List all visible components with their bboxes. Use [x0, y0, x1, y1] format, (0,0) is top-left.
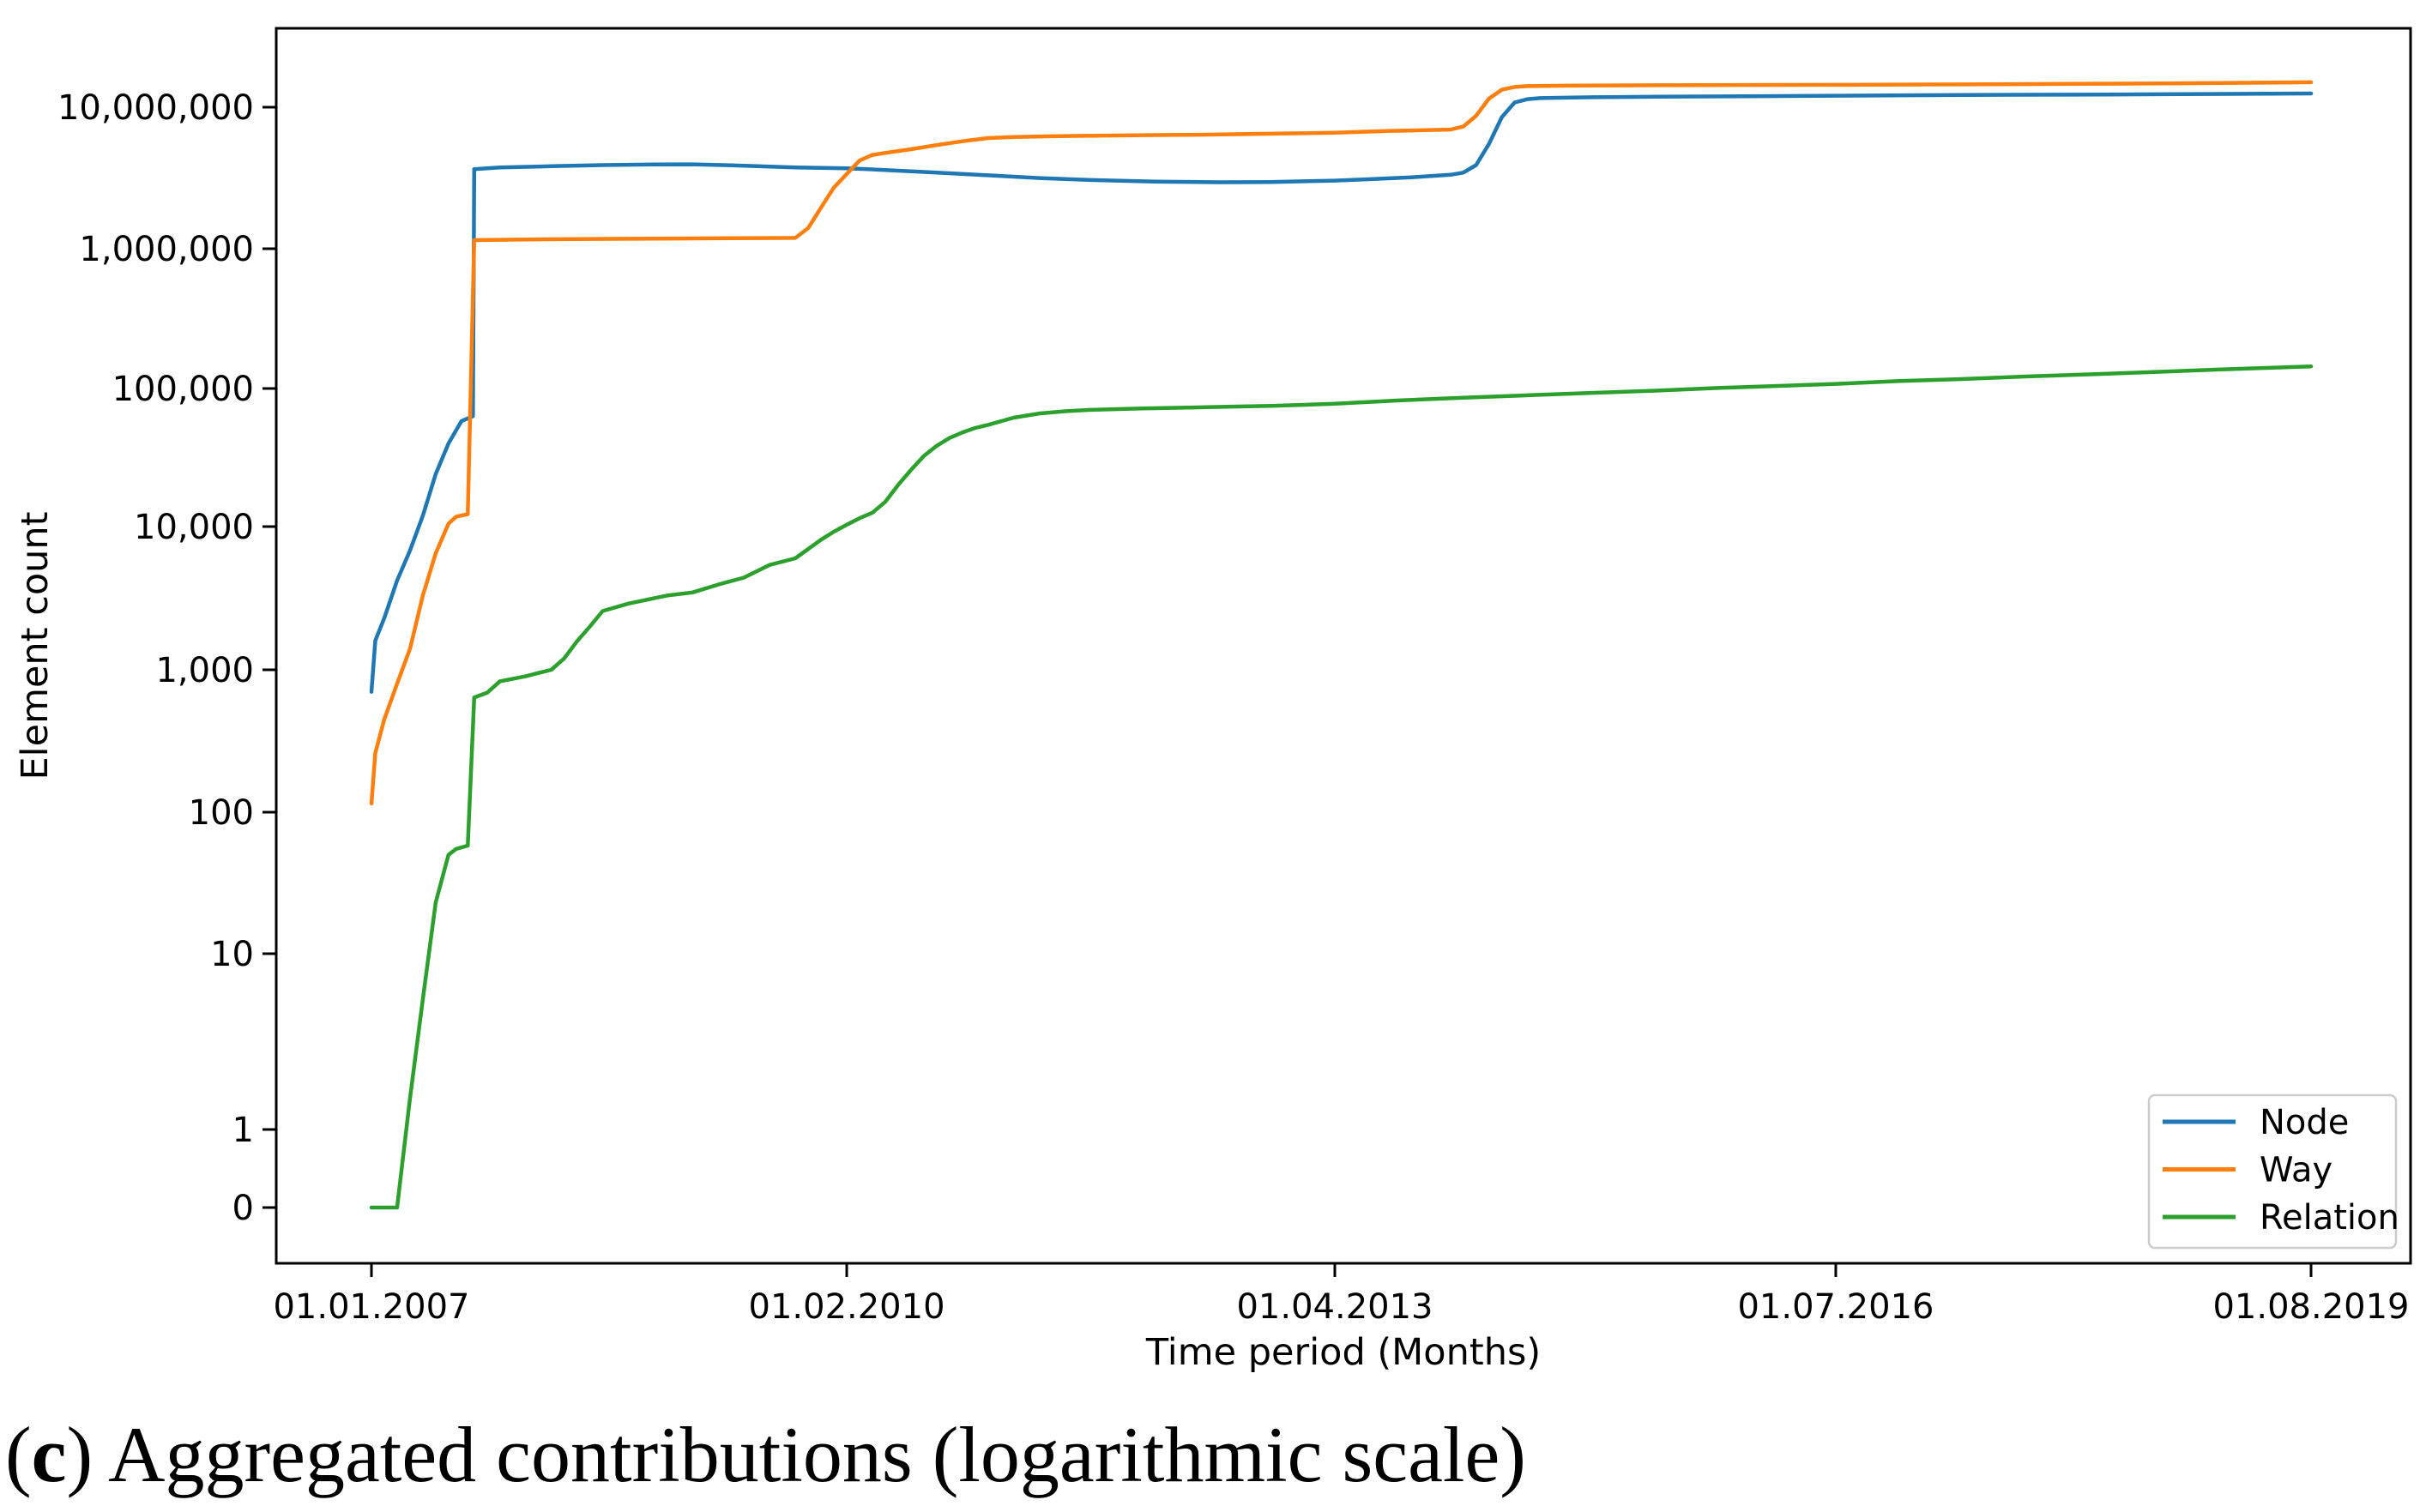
y-tick-label: 1: [232, 1111, 254, 1150]
series-line-relation: [369, 364, 2314, 1210]
x-tick-label: 01.01.2007: [273, 1287, 469, 1327]
x-axis-ticks: 01.01.2007 01.02.2010 01.04.2013 01.07.2016…: [273, 1263, 2410, 1327]
y-tick-label: 10,000,000: [57, 88, 254, 128]
y-tick-label: 1,000: [155, 651, 254, 690]
y-tick-label: 10,000: [134, 508, 254, 547]
y-tick-label: 1,000,000: [79, 230, 254, 269]
series-lines: [369, 80, 2314, 1210]
y-tick-label: 100,000: [112, 370, 254, 409]
y-tick-label: 0: [232, 1189, 254, 1228]
x-tick-label: 01.08.2019: [2212, 1287, 2409, 1327]
legend-label-node: Node: [2260, 1103, 2349, 1142]
caption-rest: ) Aggregated contributions (logarithmic …: [66, 1411, 1526, 1498]
legend: Node Way Relation: [2147, 1093, 2399, 1250]
x-axis-label: Time period (Months): [1145, 1331, 1541, 1374]
plot-frame: [275, 27, 2412, 1265]
legend-label-way: Way: [2260, 1151, 2332, 1190]
series-line-way: [369, 80, 2314, 806]
y-axis-label: Element count: [14, 511, 57, 780]
x-tick-label: 01.02.2010: [749, 1287, 945, 1327]
legend-box: [2147, 1093, 2398, 1250]
y-tick-label: 100: [189, 793, 254, 833]
x-tick-label: 01.04.2013: [1236, 1287, 1433, 1327]
caption-bold-letter: c: [31, 1411, 67, 1498]
caption-paren-open: (: [5, 1411, 32, 1498]
y-tick-label: 10: [210, 935, 254, 974]
figure-caption: (c) Aggregated contributions (logarithmi…: [5, 1415, 1526, 1494]
y-axis-ticks: 10,000,0001,000,000100,00010,0001,000100…: [57, 88, 276, 1228]
legend-label-relation: Relation: [2260, 1198, 2399, 1238]
x-tick-label: 01.07.2016: [1737, 1287, 1934, 1327]
series-line-node: [369, 91, 2314, 694]
